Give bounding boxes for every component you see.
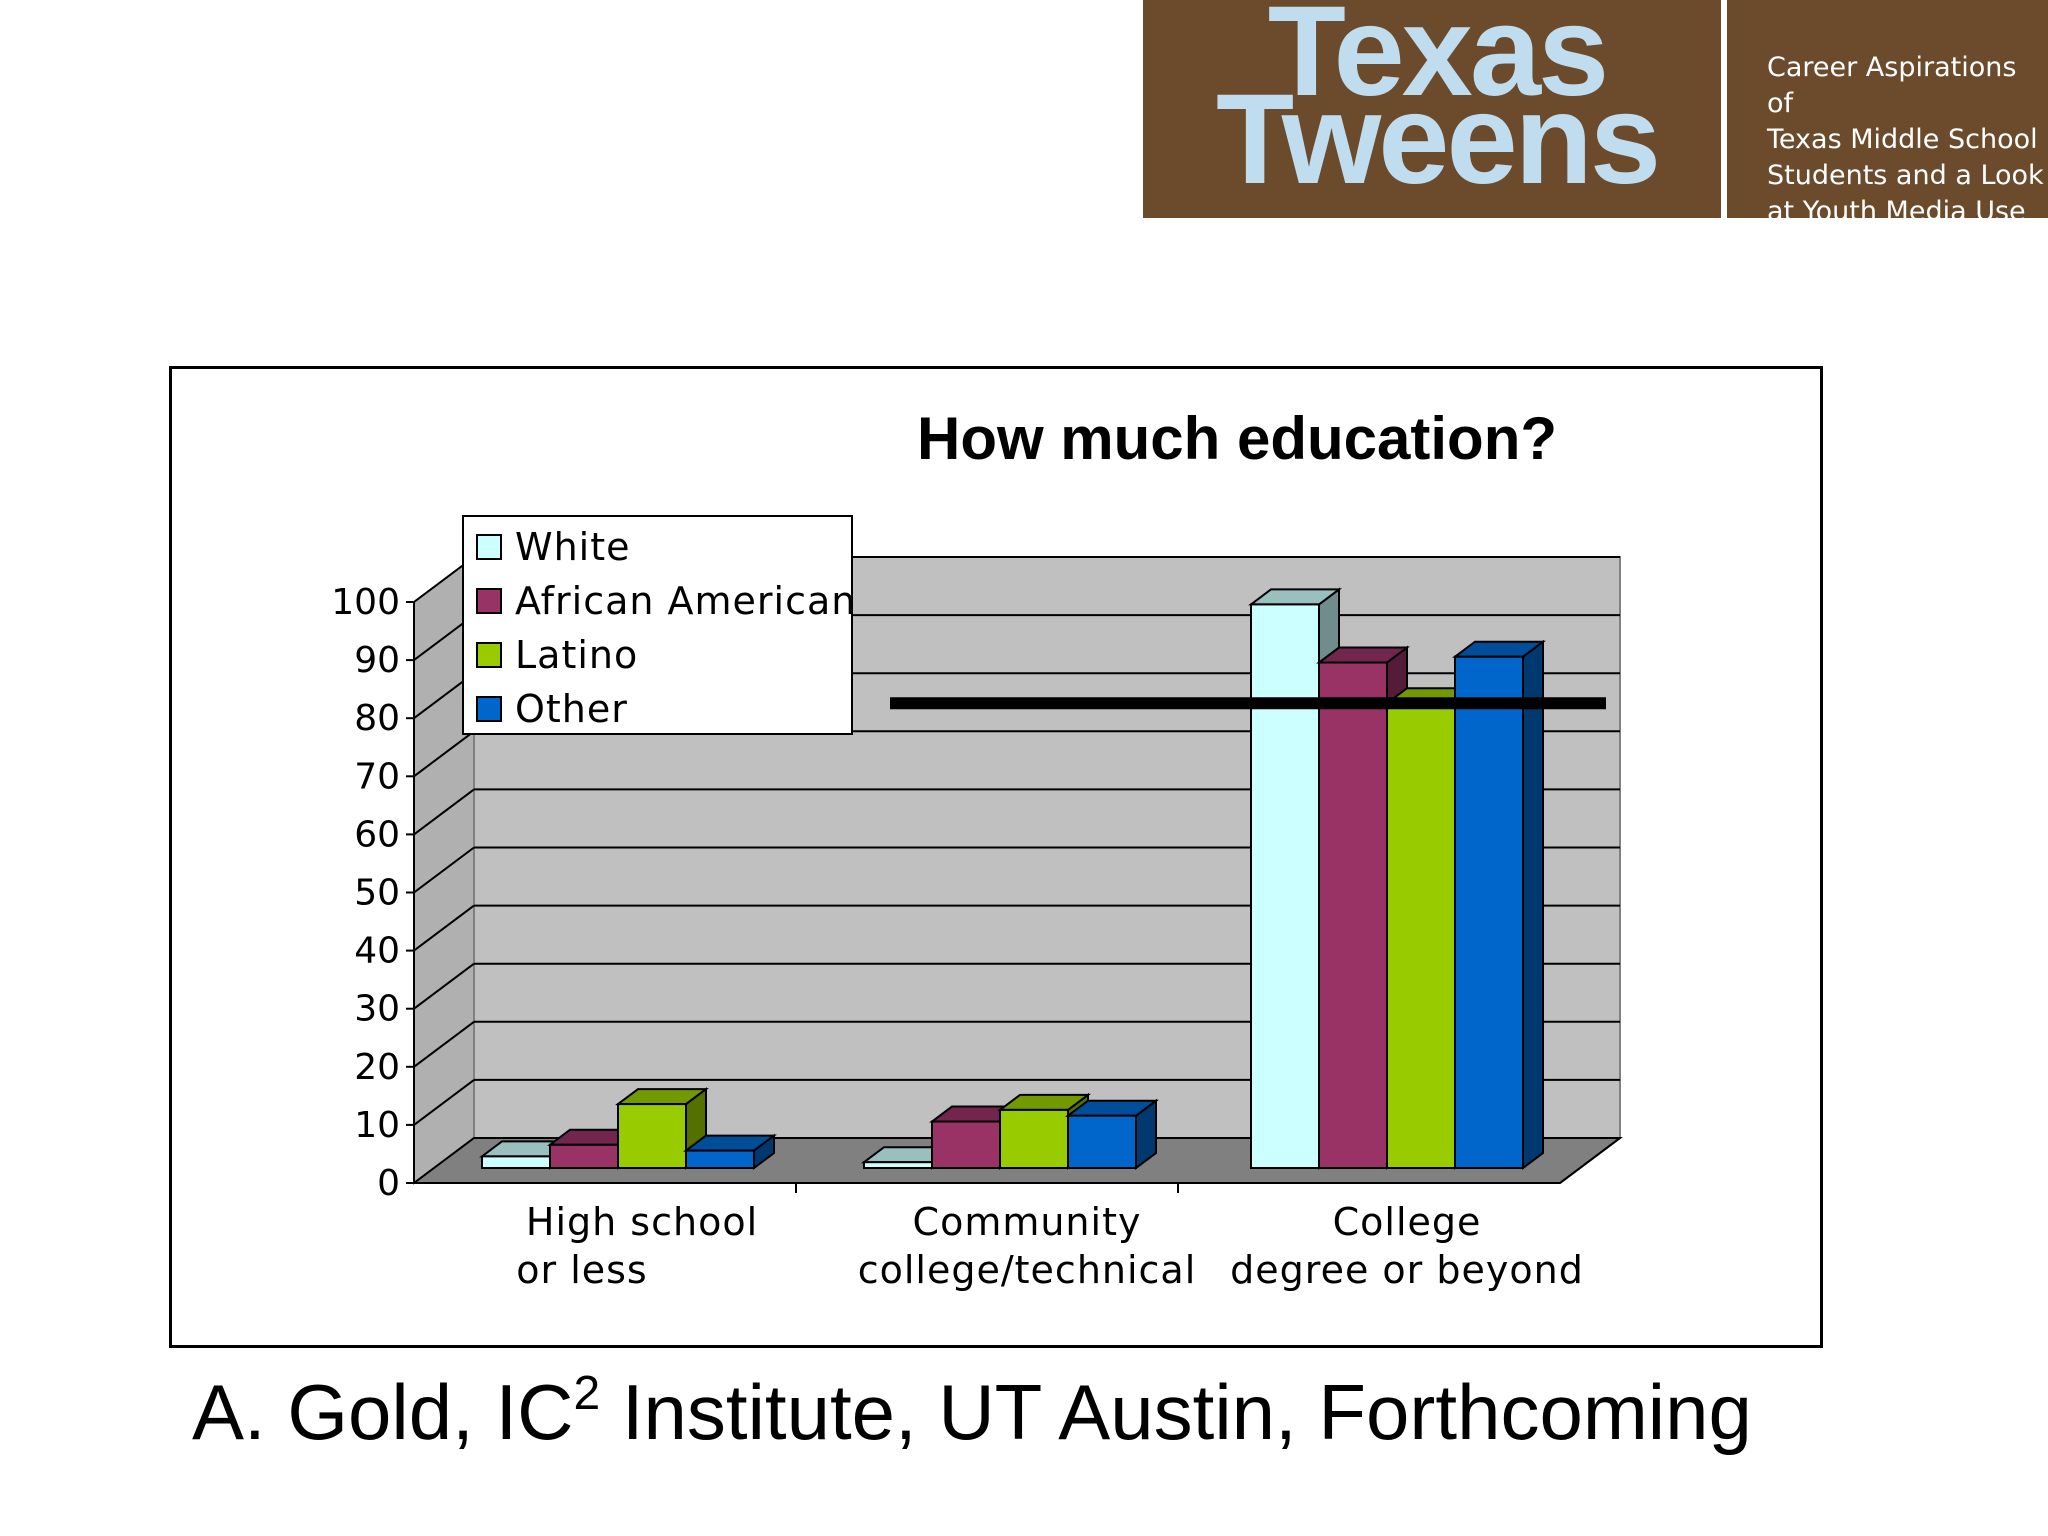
tagline-line: Career Aspirations of xyxy=(1767,52,2017,119)
legend-swatch xyxy=(476,588,502,614)
bar-front xyxy=(1454,655,1524,1169)
y-tick-label: 90 xyxy=(354,640,400,681)
gridline-side xyxy=(413,730,475,778)
bar-other xyxy=(1065,1098,1159,1170)
y-tick-label: 10 xyxy=(354,1105,400,1146)
x-tick-label: High school xyxy=(526,1200,758,1244)
legend-label: Other xyxy=(515,687,628,731)
y-tick-label: 50 xyxy=(354,873,400,914)
gridline-side xyxy=(413,846,475,894)
credit-text: A. Gold, IC xyxy=(192,1368,574,1456)
y-tick-label: 60 xyxy=(354,814,400,855)
credit-superscript: 2 xyxy=(573,1367,601,1420)
legend-swatch xyxy=(476,642,502,668)
logo-word-texas: Texas xyxy=(1267,0,1609,123)
banner-divider xyxy=(1721,0,1727,218)
x-tick-label: College xyxy=(1333,1200,1482,1244)
legend: White African American Latino Other xyxy=(462,515,856,735)
x-tick-label: college/technical xyxy=(858,1248,1197,1292)
legend-label: African American xyxy=(515,579,856,623)
tagline-line: at Youth Media Use xyxy=(1767,196,2026,227)
bar-side xyxy=(1522,639,1544,1170)
legend-label: Latino xyxy=(515,633,638,677)
x-tick-label: degree or beyond xyxy=(1230,1248,1584,1292)
y-tick-label: 100 xyxy=(331,582,400,623)
bar-other xyxy=(683,1133,777,1170)
credit-line: A. Gold, IC2 Institute, UT Austin, Forth… xyxy=(192,1362,1752,1462)
y-tick-label: 40 xyxy=(354,931,400,972)
legend-box xyxy=(462,515,853,735)
logo-word-tweens: Tweens xyxy=(1216,68,1661,211)
bars xyxy=(479,587,1546,1170)
gridline-side xyxy=(413,1079,475,1126)
gridline-side xyxy=(413,788,475,836)
bar-other xyxy=(1452,639,1546,1170)
gridline-side xyxy=(413,962,475,1010)
bar-front xyxy=(617,1103,687,1170)
bar-front xyxy=(549,1143,619,1170)
legend-label: White xyxy=(515,525,631,569)
bar-front xyxy=(1318,661,1388,1169)
y-tick-label: 0 xyxy=(377,1163,400,1204)
banner-tagline: Career Aspirations of Texas Middle Schoo… xyxy=(1767,50,2047,230)
bar-front xyxy=(481,1155,551,1170)
floor-edge xyxy=(1559,1137,1621,1184)
gridline-side xyxy=(413,1020,475,1068)
y-tick-label: 20 xyxy=(354,1047,400,1088)
x-tick-label: Community xyxy=(913,1200,1142,1244)
legend-swatch xyxy=(476,534,502,560)
bar-front xyxy=(1067,1114,1137,1170)
bar-front xyxy=(685,1149,755,1170)
chart-title: How much education? xyxy=(917,405,1557,472)
y-tick-label: 70 xyxy=(354,756,400,797)
chart-frame: 0 10 20 30 40 50 60 70 80 90 100 High school or less… xyxy=(169,366,1823,1348)
tagline-line: Students and a Look xyxy=(1767,160,2044,191)
legend-swatch xyxy=(476,696,502,722)
bar-front xyxy=(863,1161,933,1170)
y-tick-label: 80 xyxy=(354,698,400,739)
y-tick-label: 30 xyxy=(354,989,400,1030)
banner: Texas Tweens Career Aspirations of Texas… xyxy=(1143,0,2048,227)
bar-front xyxy=(931,1120,1001,1170)
x-tick-label: or less xyxy=(516,1248,647,1292)
tagline-line: Texas Middle School xyxy=(1767,124,2038,155)
bar-front xyxy=(999,1108,1069,1170)
bar-front xyxy=(1250,603,1320,1169)
credit-text-rest: Institute, UT Austin, Forthcoming xyxy=(600,1368,1752,1456)
bar-front xyxy=(1386,702,1456,1169)
gridline-side xyxy=(413,904,475,952)
